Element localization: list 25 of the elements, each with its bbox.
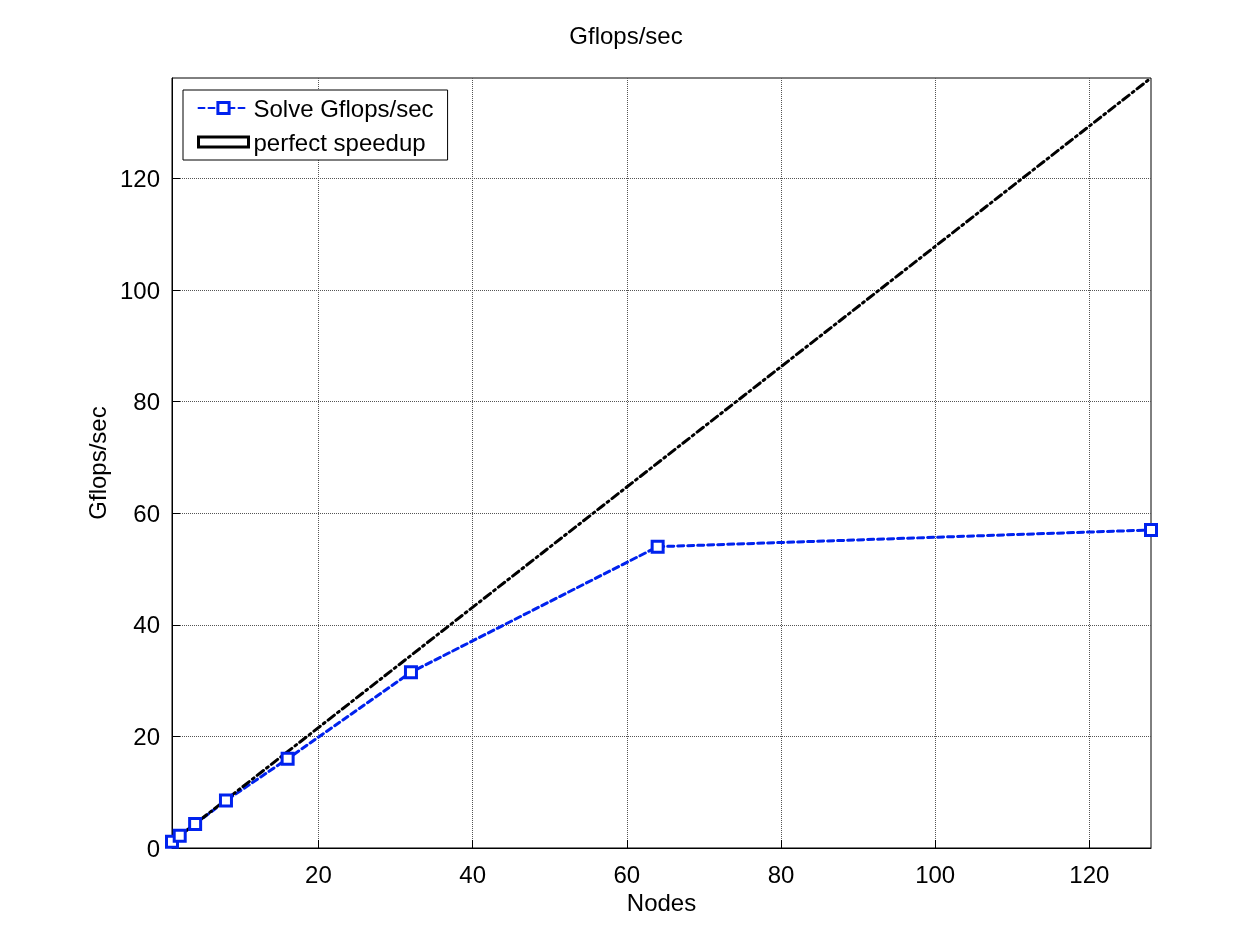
- y-tick-label: 20: [133, 722, 160, 750]
- x-tick-label: 60: [613, 860, 641, 888]
- x-tick-label: 80: [767, 860, 795, 888]
- point: [403, 665, 418, 680]
- y-tick-label: 40: [133, 611, 160, 639]
- y-tick-label: 80: [133, 388, 160, 416]
- x-tick-label: 120: [1069, 860, 1110, 888]
- y-tick-label: 0: [146, 834, 160, 862]
- point: [650, 539, 665, 554]
- point: [280, 751, 295, 766]
- x-tick-label: 20: [305, 860, 332, 888]
- point: [218, 793, 233, 808]
- y-tick-label: 100: [119, 276, 160, 304]
- chart-title: Gflops/sec: [569, 21, 683, 49]
- x-axis-title: Nodes: [626, 889, 697, 917]
- point: [188, 817, 203, 832]
- x-tick-label: 100: [915, 860, 956, 888]
- x-tick-label: 40: [459, 860, 486, 888]
- y-axis-title: Gflops/sec: [83, 406, 111, 520]
- point: [1144, 522, 1158, 537]
- legend-label: perfect speedup: [253, 128, 426, 156]
- y-tick-label: 60: [133, 499, 160, 527]
- y-tick-label: 120: [119, 164, 160, 192]
- legend-label: Solve Gflops/sec: [253, 94, 434, 122]
- point: [172, 828, 187, 843]
